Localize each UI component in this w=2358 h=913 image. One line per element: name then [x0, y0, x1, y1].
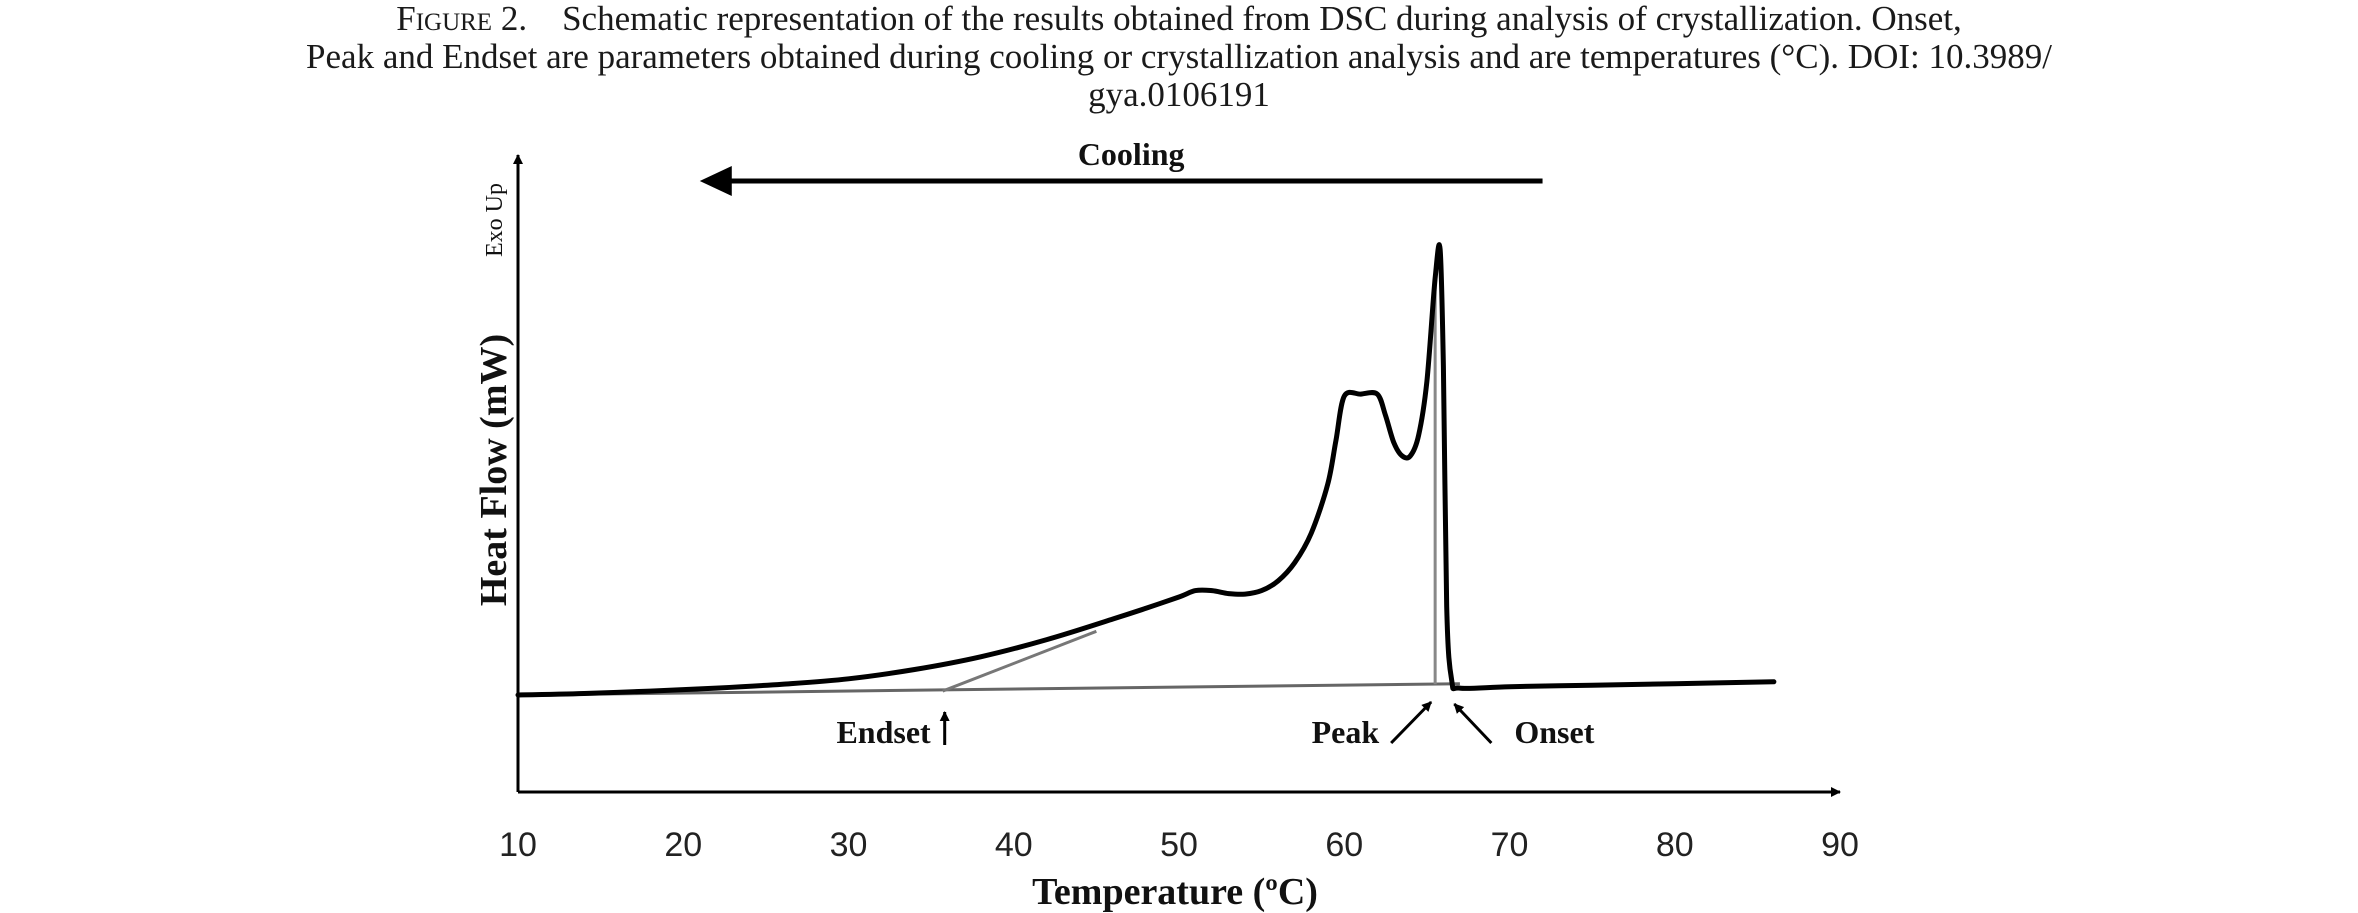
x-tick-label: 40: [995, 826, 1033, 864]
caption-line-3: gya.0106191: [1088, 75, 1270, 114]
x-tick-label: 70: [1491, 826, 1529, 864]
baseline-line: [517, 682, 1460, 697]
x-tick-labels: 10 20 30 40 50 60 70 80 90: [499, 826, 1859, 864]
x-tick-label: 60: [1325, 826, 1363, 864]
x-tick-label: 30: [830, 826, 868, 864]
peak-label: Peak: [1312, 714, 1380, 750]
peak-arrow: [1390, 700, 1433, 745]
annotations: Endset Peak Onset Cooling: [699, 136, 1595, 750]
cooling-label: Cooling: [1078, 136, 1185, 172]
endset-label: Endset: [836, 714, 931, 750]
construction-lines: [517, 279, 1460, 697]
x-tick-label: 90: [1821, 826, 1859, 864]
x-tick-label: 20: [664, 826, 702, 864]
figure-caption: Figure 2. Schematic representation of th…: [0, 0, 2358, 114]
cooling-arrow-head: [699, 166, 732, 196]
exo-up-label: Exo Up: [482, 183, 508, 257]
x-tick-label: 50: [1160, 826, 1198, 864]
figure-label: Figure 2.: [396, 0, 528, 38]
caption-line-2: Peak and Endset are parameters obtained …: [306, 37, 2052, 76]
x-tick-label: 80: [1656, 826, 1694, 864]
caption-line-1: Figure 2. Schematic representation of th…: [0, 0, 2358, 38]
x-axis-label: Temperature (ºC): [1032, 871, 1318, 913]
axes: [513, 154, 1841, 797]
x-tick-label: 10: [499, 826, 537, 864]
y-axis-label: Heat Flow (mW): [473, 334, 515, 606]
dsc-series-line: [515, 242, 1777, 698]
caption-text-1: Schematic representation of the results …: [562, 0, 1962, 38]
onset-label: Onset: [1514, 714, 1594, 750]
onset-arrow: [1453, 702, 1493, 745]
dsc-curve: [515, 242, 1777, 698]
endset-tangent-line: [942, 629, 1097, 693]
